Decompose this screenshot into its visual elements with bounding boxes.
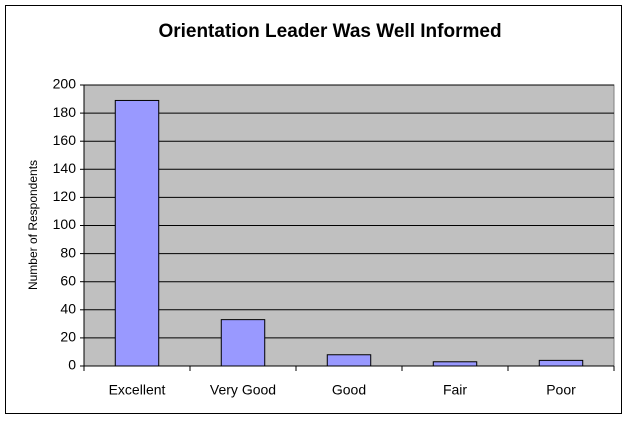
x-tick-label: Poor <box>546 382 576 398</box>
bar <box>538 359 584 367</box>
y-tick-label: 40 <box>60 301 76 317</box>
y-tick-label: 20 <box>60 329 76 345</box>
chart-title: Orientation Leader Was Well Informed <box>158 21 501 42</box>
y-tick-label: 120 <box>53 188 77 204</box>
bar <box>326 354 372 367</box>
x-tick-label: Fair <box>443 382 467 398</box>
bar <box>432 361 478 367</box>
x-tick-label: Very Good <box>210 382 276 398</box>
y-tick-label: 200 <box>53 76 77 92</box>
y-tick-label: 140 <box>53 160 77 176</box>
y-tick-label: 60 <box>60 272 76 288</box>
y-tick-label: 180 <box>53 104 77 120</box>
x-tick-label: Good <box>332 382 366 398</box>
x-tick-label: Excellent <box>109 382 166 398</box>
y-tick-label: 160 <box>53 132 77 148</box>
y-tick-label: 100 <box>53 216 77 232</box>
y-axis-label: Number of Respondents <box>26 160 40 290</box>
bar <box>220 319 266 367</box>
bar <box>114 99 160 367</box>
y-tick-label: 80 <box>60 244 76 260</box>
y-tick-label: 0 <box>68 357 76 373</box>
